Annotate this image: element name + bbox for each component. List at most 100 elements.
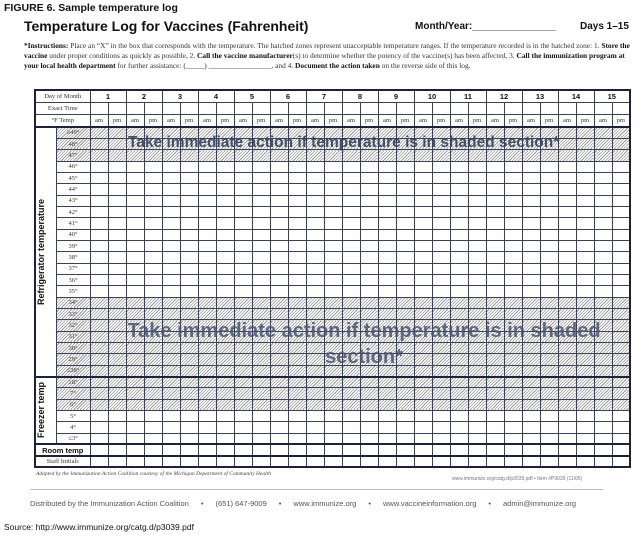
temp-cell[interactable]	[197, 273, 217, 287]
temp-cell[interactable]	[557, 432, 577, 445]
temp-cell[interactable]	[107, 296, 127, 310]
temp-cell[interactable]	[575, 217, 595, 230]
temp-cell[interactable]	[377, 183, 397, 196]
temp-cell[interactable]	[359, 228, 379, 241]
temp-cell[interactable]	[557, 171, 577, 185]
temp-cell[interactable]	[89, 149, 109, 162]
email-link[interactable]: admin@immunize.org	[503, 499, 577, 508]
temp-cell[interactable]	[197, 160, 217, 173]
temp-cell[interactable]	[395, 217, 415, 230]
time-cell[interactable]	[377, 101, 397, 115]
temp-cell[interactable]	[197, 421, 217, 434]
temp-cell[interactable]	[233, 296, 253, 310]
temp-cell[interactable]	[557, 183, 577, 196]
room-temp-cell[interactable]	[467, 443, 487, 457]
month-year-field[interactable]: Month/Year:_______________	[415, 21, 556, 32]
temp-cell[interactable]	[557, 125, 577, 139]
temp-cell[interactable]	[377, 217, 397, 230]
temp-cell[interactable]	[197, 296, 217, 310]
temp-cell[interactable]	[449, 251, 469, 264]
temp-cell[interactable]	[467, 160, 487, 173]
temp-cell[interactable]	[125, 375, 145, 389]
temp-cell[interactable]	[341, 160, 361, 173]
temp-cell[interactable]	[323, 398, 343, 411]
temp-cell[interactable]	[179, 239, 199, 253]
temp-cell[interactable]	[593, 239, 613, 253]
temp-cell[interactable]	[395, 421, 415, 434]
temp-cell[interactable]	[593, 398, 613, 411]
temp-cell[interactable]	[557, 137, 577, 151]
temp-cell[interactable]	[161, 296, 181, 310]
temp-cell[interactable]	[449, 421, 469, 434]
room-temp-cell[interactable]	[377, 443, 397, 457]
temp-cell[interactable]	[359, 296, 379, 310]
temp-cell[interactable]	[575, 125, 595, 139]
temp-cell[interactable]	[467, 194, 487, 207]
staff-initials-cell[interactable]	[611, 454, 631, 468]
temp-cell[interactable]	[485, 251, 505, 264]
room-temp-cell[interactable]	[413, 443, 433, 457]
temp-cell[interactable]	[269, 239, 289, 253]
temp-cell[interactable]	[269, 375, 289, 389]
time-cell[interactable]	[323, 101, 343, 115]
room-temp-cell[interactable]	[197, 443, 217, 457]
staff-initials-cell[interactable]	[323, 454, 343, 468]
temp-cell[interactable]	[449, 375, 469, 389]
temp-cell[interactable]	[233, 217, 253, 230]
temp-cell[interactable]	[449, 273, 469, 287]
temp-cell[interactable]	[323, 296, 343, 310]
temp-cell[interactable]	[359, 273, 379, 287]
temp-cell[interactable]	[557, 228, 577, 241]
temp-cell[interactable]	[431, 160, 451, 173]
staff-initials-cell[interactable]	[143, 454, 163, 468]
temp-cell[interactable]	[521, 273, 541, 287]
temp-cell[interactable]	[233, 262, 253, 275]
temp-cell[interactable]	[575, 387, 595, 400]
temp-cell[interactable]	[287, 160, 307, 173]
temp-cell[interactable]	[575, 171, 595, 185]
temp-cell[interactable]	[179, 205, 199, 219]
temp-cell[interactable]	[287, 375, 307, 389]
temp-cell[interactable]	[341, 262, 361, 275]
temp-cell[interactable]	[395, 375, 415, 389]
temp-cell[interactable]	[251, 262, 271, 275]
staff-initials-cell[interactable]	[215, 454, 235, 468]
temp-cell[interactable]	[251, 183, 271, 196]
temp-cell[interactable]	[287, 205, 307, 219]
time-cell[interactable]	[503, 101, 523, 115]
temp-cell[interactable]	[287, 398, 307, 411]
temp-cell[interactable]	[575, 149, 595, 162]
temp-cell[interactable]	[539, 387, 559, 400]
temp-cell[interactable]	[557, 160, 577, 173]
temp-cell[interactable]	[287, 285, 307, 298]
temp-cell[interactable]	[503, 387, 523, 400]
temp-cell[interactable]	[125, 296, 145, 310]
temp-cell[interactable]	[215, 285, 235, 298]
temp-cell[interactable]	[287, 228, 307, 241]
temp-cell[interactable]	[395, 262, 415, 275]
temp-cell[interactable]	[431, 409, 451, 423]
time-cell[interactable]	[557, 101, 577, 115]
temp-cell[interactable]	[179, 296, 199, 310]
temp-cell[interactable]	[323, 251, 343, 264]
room-temp-cell[interactable]	[611, 443, 631, 457]
temp-cell[interactable]	[89, 137, 109, 151]
staff-initials-cell[interactable]	[485, 454, 505, 468]
temp-cell[interactable]	[197, 432, 217, 445]
temp-cell[interactable]	[287, 296, 307, 310]
temp-cell[interactable]	[503, 409, 523, 423]
temp-cell[interactable]	[107, 251, 127, 264]
temp-cell[interactable]	[521, 183, 541, 196]
temp-cell[interactable]	[233, 228, 253, 241]
temp-cell[interactable]	[89, 387, 109, 400]
time-cell[interactable]	[107, 101, 127, 115]
time-cell[interactable]	[539, 101, 559, 115]
temp-cell[interactable]	[575, 137, 595, 151]
temp-cell[interactable]	[413, 387, 433, 400]
temp-cell[interactable]	[215, 239, 235, 253]
temp-cell[interactable]	[359, 217, 379, 230]
temp-cell[interactable]	[305, 228, 325, 241]
temp-cell[interactable]	[269, 285, 289, 298]
temp-cell[interactable]	[89, 194, 109, 207]
temp-cell[interactable]	[503, 239, 523, 253]
